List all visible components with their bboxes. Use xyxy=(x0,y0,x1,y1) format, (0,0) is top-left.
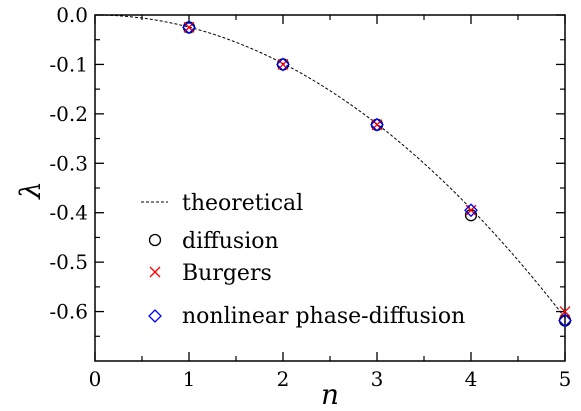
point-nonlinear-phase-diffusion xyxy=(370,117,384,132)
legend: theoretical diffusion Burgers nonlinear … xyxy=(141,191,465,329)
y-tick-label: -0.4 xyxy=(49,201,88,225)
y-tick-label: -0.2 xyxy=(49,102,88,126)
x-tick-label: 4 xyxy=(465,367,478,391)
point-nonlinear-phase-diffusion xyxy=(182,20,196,35)
series-theoretical-line xyxy=(94,14,566,319)
marker-layer xyxy=(182,20,572,328)
point-burgers xyxy=(559,306,571,318)
y-tick-label: -0.1 xyxy=(49,52,88,76)
x-tick-label: 0 xyxy=(89,367,102,391)
y-tick-label: 0.0 xyxy=(56,3,88,27)
legend-label-diffusion: diffusion xyxy=(182,229,279,254)
point-burgers xyxy=(277,58,289,70)
legend-swatch-burgers xyxy=(149,266,161,278)
y-tick-label: -0.6 xyxy=(49,300,88,324)
legend-label-theoretical: theoretical xyxy=(182,191,303,216)
legend-label-nonlinear-phase-diffusion: nonlinear phase-diffusion xyxy=(182,304,465,329)
x-tick-label: 3 xyxy=(371,367,384,391)
legend-label-burgers: Burgers xyxy=(182,261,272,286)
x-tick-label: 5 xyxy=(559,367,572,391)
y-tick-label: -0.3 xyxy=(49,151,88,175)
x-tick-label: 1 xyxy=(183,367,196,391)
curve-layer xyxy=(94,14,566,319)
point-burgers xyxy=(371,119,383,131)
point-diffusion xyxy=(464,209,478,222)
y-axis-label: λ xyxy=(14,181,47,200)
point-nonlinear-phase-diffusion xyxy=(558,313,572,328)
point-nonlinear-phase-diffusion xyxy=(276,57,290,72)
legend-swatch-nonlinear-phase-diffusion xyxy=(148,309,162,323)
y-tick-label: -0.5 xyxy=(49,250,88,274)
x-axis-label: n xyxy=(321,378,339,411)
x-tick-label: 2 xyxy=(277,367,290,391)
point-nonlinear-phase-diffusion xyxy=(464,203,478,218)
legend-swatch-diffusion xyxy=(148,233,162,247)
ticks-layer: 0 1 2 3 4 5 0.0 -0.1 -0.2 -0.3 -0.4 -0.5 -0.6 xyxy=(49,3,571,391)
